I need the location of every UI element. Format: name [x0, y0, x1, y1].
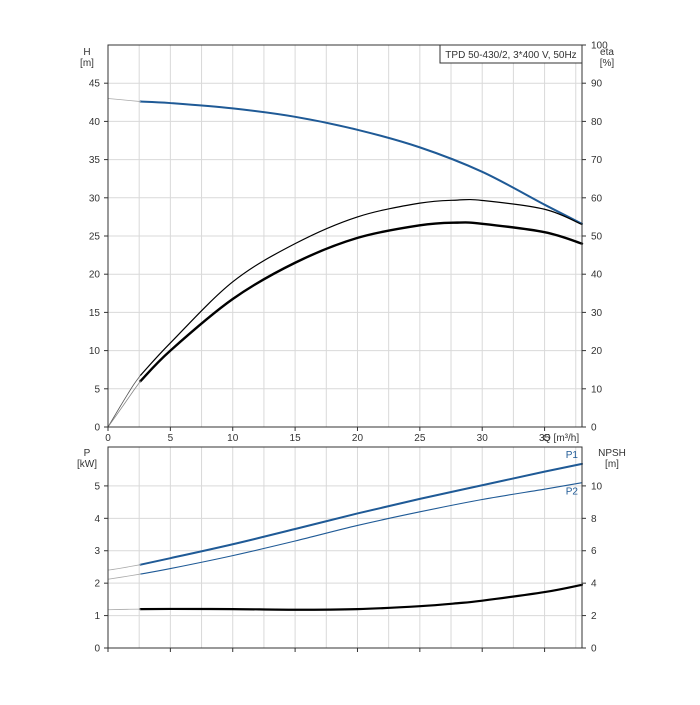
y-right-tick-label: 4 [591, 579, 597, 590]
series-line [139, 221, 584, 383]
series-line [139, 462, 583, 566]
curves [107, 98, 584, 428]
x-tick-label: 0 [105, 433, 111, 444]
y-left-tick-label: 45 [89, 79, 101, 90]
y-right-tick-label: 100 [591, 41, 608, 52]
y-left-axis-unit: [m] [80, 58, 94, 69]
grid [108, 44, 582, 427]
y-left-tick-label: 3 [94, 546, 100, 557]
y-left-axis-name: P [84, 448, 91, 459]
x-tick-label: 15 [290, 433, 302, 444]
y-left-tick-label: 30 [89, 193, 101, 204]
series-line [107, 564, 141, 571]
y-right-axis-name: eta [600, 47, 614, 58]
y-left-tick-label: 25 [89, 232, 101, 243]
series-line [107, 98, 141, 102]
ticks: 0 2 4 6 8 10 0 1 2 3 4 5 [94, 481, 602, 654]
y-left-axis-name: H [83, 47, 90, 58]
series-label: P2 [566, 487, 579, 498]
y-right-tick-label: 10 [591, 384, 603, 395]
series-line [139, 198, 583, 377]
series-line [139, 583, 584, 611]
series-line [107, 380, 141, 428]
y-right-tick-label: 80 [591, 117, 603, 128]
y-left-tick-label: 5 [94, 384, 100, 395]
series-line [139, 482, 583, 575]
y-left-tick-label: 5 [94, 481, 100, 492]
y-right-tick-label: 10 [591, 481, 603, 492]
chart-title: TPD 50-430/2, 3*400 V, 50Hz [445, 50, 576, 61]
y-right-tick-label: 20 [591, 346, 603, 357]
title-box-frame [439, 44, 583, 64]
x-tick-label: 10 [227, 433, 239, 444]
y-right-tick-label: 0 [591, 644, 597, 655]
y-left-axis-unit: [kW] [77, 459, 97, 470]
y-right-tick-label: 40 [591, 270, 603, 281]
y-right-tick-label: 90 [591, 79, 603, 90]
y-right-tick-label: 8 [591, 514, 597, 525]
y-right-tick-label: 60 [591, 193, 603, 204]
y-right-tick-label: 0 [591, 423, 597, 434]
y-left-tick-label: 0 [94, 644, 100, 655]
y-right-tick-label: 70 [591, 155, 603, 166]
y-right-axis-unit: [m] [605, 459, 619, 470]
plot-frame [107, 446, 583, 649]
y-left-tick-label: 1 [94, 611, 100, 622]
y-right-axis-unit: [%] [600, 58, 615, 69]
series-line [107, 608, 141, 611]
x-tick-label: 20 [352, 433, 364, 444]
series-line [107, 375, 141, 428]
grid [108, 447, 582, 648]
series-labels: P1 P2 [566, 450, 579, 498]
y-left-tick-label: 4 [94, 514, 100, 525]
y-right-tick-label: 2 [591, 611, 597, 622]
title-box: TPD 50-430/2, 3*400 V, 50Hz [439, 44, 583, 64]
y-right-axis-name: NPSH [598, 448, 626, 459]
x-tick-label: 5 [168, 433, 174, 444]
series-line [107, 573, 141, 580]
series-label: P1 [566, 450, 579, 461]
curves [107, 462, 584, 611]
power-npsh-panel: 0 2 4 6 8 10 0 1 2 3 4 5 P1 P2 P [kW] NPSH [m] [77, 446, 626, 655]
y-left-tick-label: 15 [89, 308, 101, 319]
y-left-tick-label: 20 [89, 270, 101, 281]
y-left-tick-label: 35 [89, 155, 101, 166]
x-axis-label: Q [m³/h] [543, 433, 579, 444]
y-left-tick-label: 0 [94, 423, 100, 434]
y-left-tick-label: 10 [89, 346, 101, 357]
y-right-tick-label: 30 [591, 308, 603, 319]
y-right-tick-label: 50 [591, 232, 603, 243]
y-left-tick-label: 2 [94, 579, 100, 590]
y-left-tick-label: 40 [89, 117, 101, 128]
series-line [139, 100, 583, 225]
x-tick-label: 30 [477, 433, 489, 444]
ticks: 0 5 10 15 20 25 30 35 0 10 20 30 40 50 60 70 80 90 100 0 5 10… [89, 41, 608, 445]
head-efficiency-panel: 0 5 10 15 20 25 30 35 0 10 20 30 40 50 60 70 80 90 100 0 5 10… [80, 41, 614, 445]
x-tick-label: 25 [414, 433, 426, 444]
x-tick-label: 35 [539, 433, 551, 444]
y-right-tick-label: 6 [591, 546, 597, 557]
